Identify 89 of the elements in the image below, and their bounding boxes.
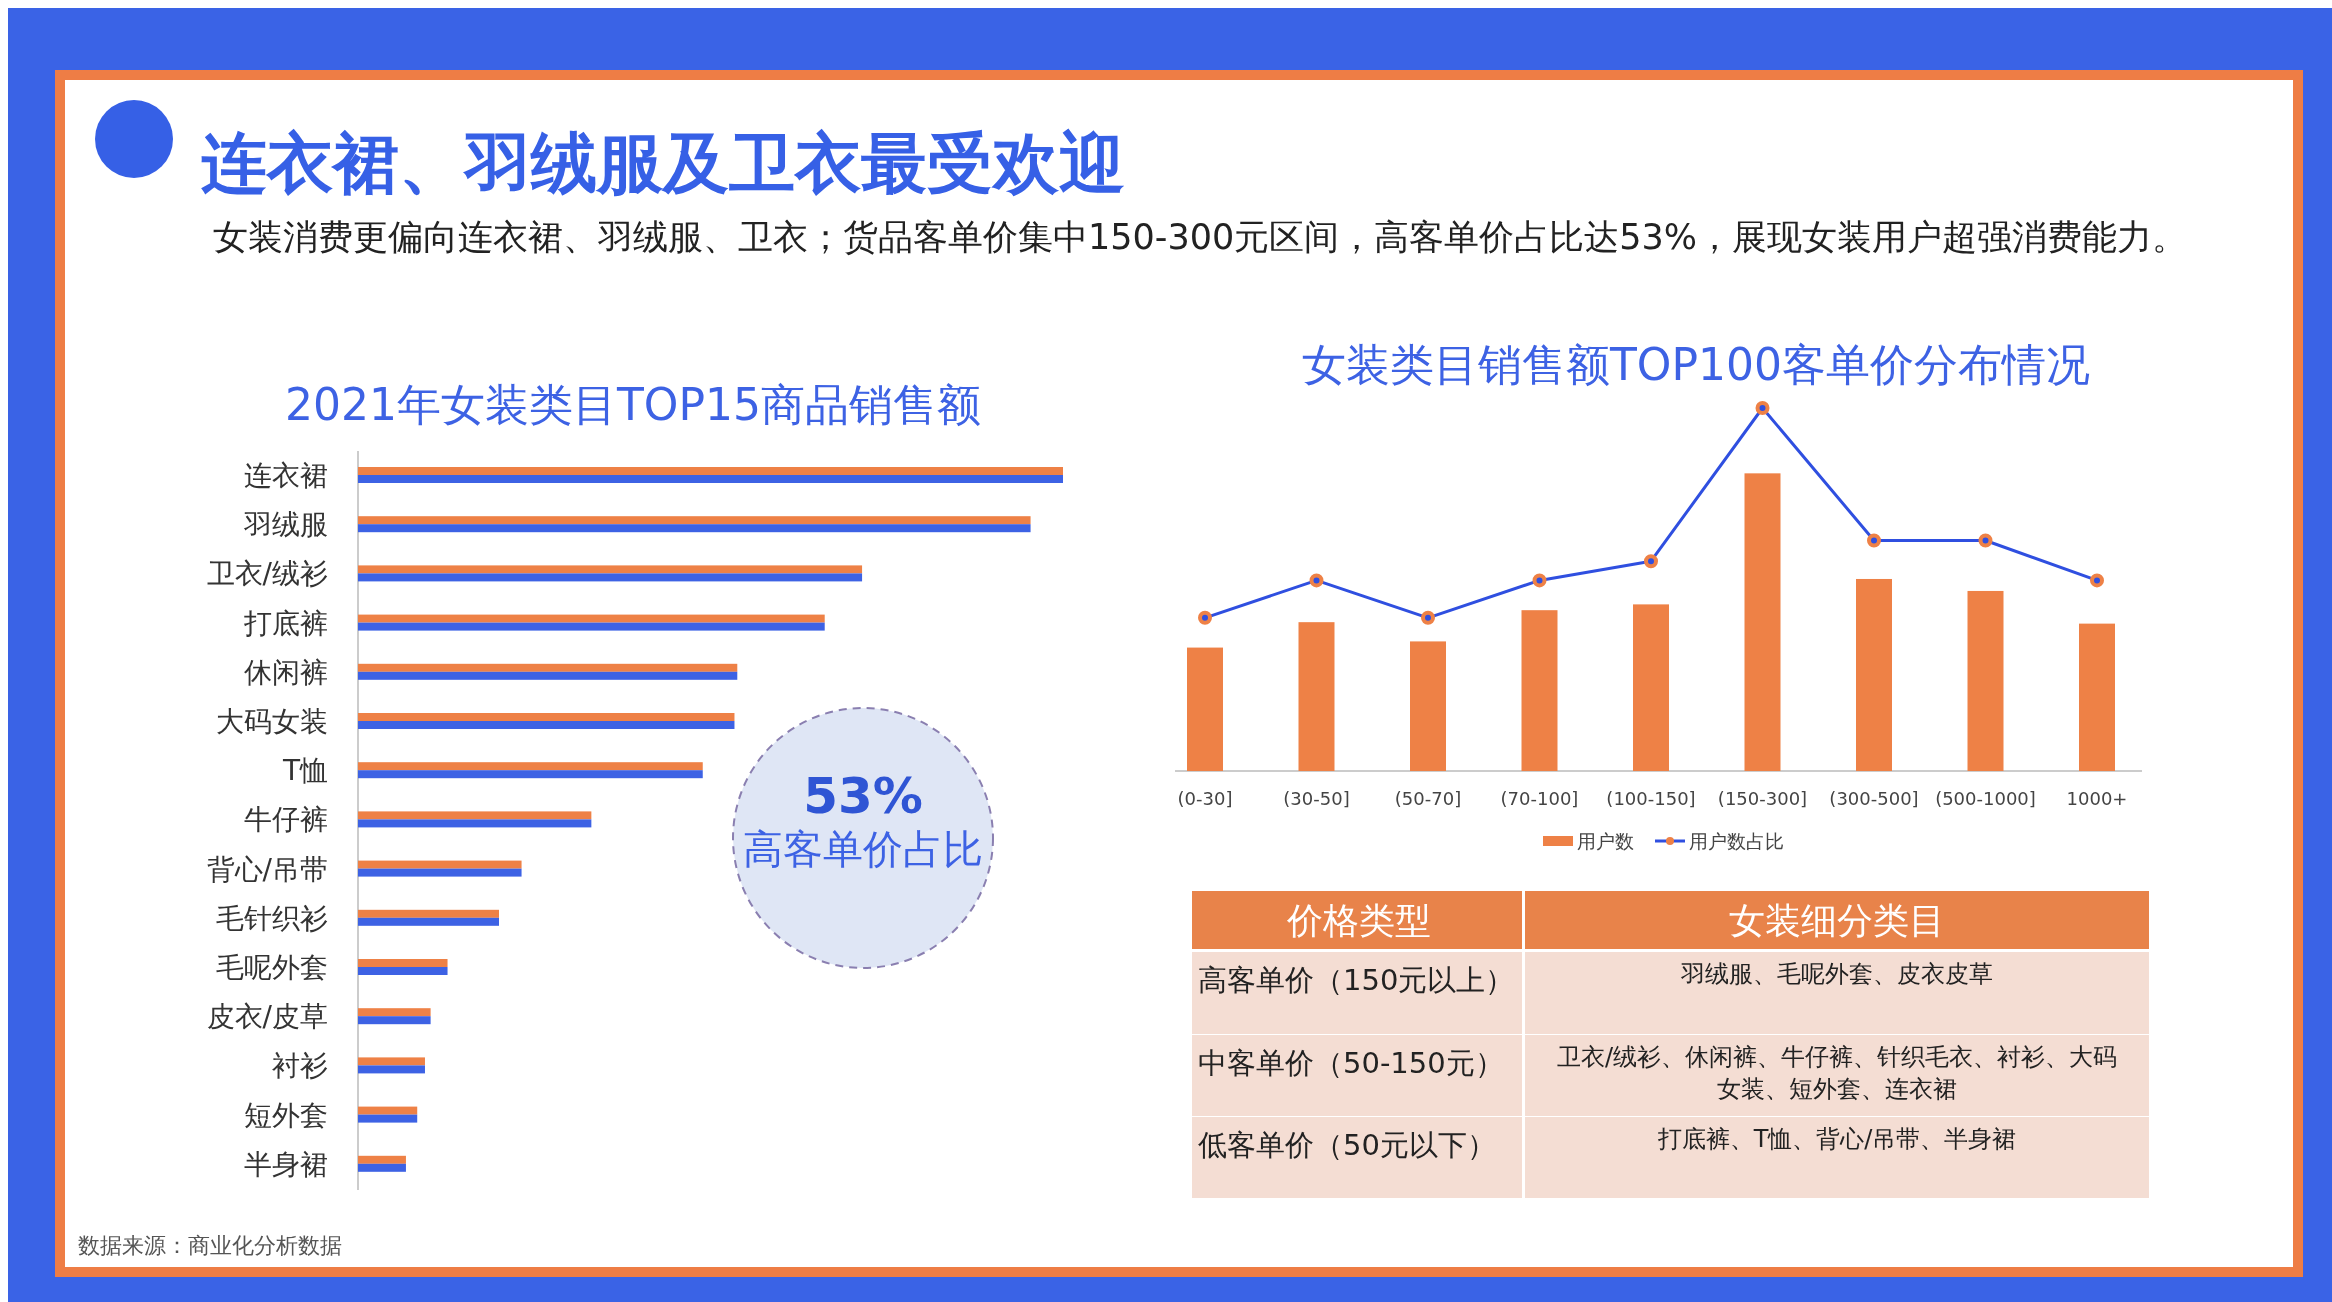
bar	[358, 475, 1063, 483]
text: 女装消费更偏向连衣裙、羽绒服、卫衣；货品客单价集中150-300元区间，高客单价占比达53%，展现女装用户超强消费能力。	[213, 216, 2189, 259]
y-tick-label: 毛针织衫	[216, 901, 328, 935]
y-tick-label: 大码女装	[216, 705, 328, 738]
y-tick-label: 皮衣/皮草	[206, 1000, 328, 1034]
bar	[358, 770, 703, 779]
point	[1644, 554, 1658, 569]
bar	[358, 614, 825, 623]
x-tick-label: 1000+	[2066, 788, 2128, 809]
text: 羽绒服、毛呢外套、皮衣皮草	[1680, 959, 1994, 990]
text: 中客单价（50-150元）	[1198, 1046, 1504, 1080]
bar	[358, 1163, 406, 1172]
y-tick-label: 连衣裙	[244, 459, 328, 492]
annotation: 高客单价占比	[743, 826, 983, 872]
x-tick-label: (0-30]	[1177, 788, 1233, 809]
bar	[2079, 623, 2115, 771]
bar	[358, 467, 1063, 475]
text: 打底裤、T恤、背心/吊带、半身裙	[1656, 1124, 2018, 1155]
bar	[358, 967, 448, 975]
bar	[358, 721, 735, 729]
y-tick-label: 牛仔裤	[244, 803, 328, 837]
annotation: 53%	[803, 767, 923, 825]
bar	[358, 1155, 406, 1164]
x-tick-label: (30-50]	[1283, 788, 1350, 809]
legend-label: 用户数占比	[1689, 830, 1784, 852]
point	[1421, 610, 1435, 625]
bar	[358, 1057, 425, 1066]
text: 卫衣/绒衫、休闲裤、牛仔裤、针织毛衣、衬衫、大码女装、短外套、连衣裙	[1555, 1042, 2119, 1105]
x-tick-label: (300-500]	[1829, 788, 1919, 809]
bar	[358, 868, 522, 877]
point	[1532, 573, 1547, 588]
point	[1867, 533, 1881, 548]
bar	[1410, 641, 1446, 771]
text: 连衣裙、羽绒服及卫衣最受欢迎	[201, 125, 1125, 202]
bar	[358, 909, 499, 918]
legend-label: 用户数	[1577, 830, 1634, 852]
bar	[358, 671, 738, 680]
text: 女装细分类目	[1729, 900, 1945, 941]
bar	[1856, 578, 1892, 771]
chart-title: 女装类目销售额TOP100客单价分布情况	[1301, 339, 2091, 390]
text: 价格类型	[1285, 900, 1431, 941]
y-tick-label: 羽绒服	[243, 508, 328, 542]
bar	[358, 1106, 418, 1115]
y-tick-label: 短外套	[244, 1098, 328, 1132]
bar	[1633, 604, 1669, 771]
bar	[358, 516, 1031, 525]
source-note: 数据来源：商业化分析数据	[78, 1233, 342, 1258]
y-tick-label: 毛呢外套	[216, 951, 328, 984]
bar	[358, 622, 825, 631]
y-tick-label: 衬衫	[272, 1049, 328, 1083]
bar	[358, 573, 863, 582]
bar	[358, 959, 448, 967]
bar	[358, 663, 738, 672]
point	[1978, 533, 1993, 548]
y-tick-label: 背心/吊带	[206, 852, 328, 886]
x-tick-label: (150-300]	[1717, 788, 1808, 809]
bar	[358, 1008, 431, 1017]
bar	[358, 819, 592, 828]
bar	[358, 713, 735, 721]
x-tick-label: (500-1000]	[1935, 788, 2036, 809]
bar	[1298, 622, 1335, 771]
x-tick-label: (50-70]	[1394, 788, 1462, 809]
bar	[358, 811, 592, 820]
bar	[358, 762, 703, 771]
bar	[358, 565, 863, 574]
bar	[358, 917, 499, 926]
y-tick-label: 打底裤	[243, 606, 328, 640]
x-tick-label: (70-100]	[1500, 788, 1579, 809]
bar	[1521, 610, 1558, 771]
chart-title: 2021年女装类目TOP15商品销售额	[284, 379, 982, 430]
bar	[358, 1114, 418, 1123]
bar	[1967, 590, 2004, 771]
text: 高客单价（150元以上）	[1198, 963, 1515, 997]
point	[2090, 573, 2104, 588]
bar	[358, 524, 1031, 533]
bar	[358, 860, 522, 869]
point	[1755, 401, 1770, 415]
y-tick-label: 休闲裤	[244, 655, 328, 689]
point	[1309, 573, 1324, 588]
y-tick-label: T恤	[281, 754, 328, 788]
point	[1198, 610, 1212, 625]
bar	[1744, 473, 1781, 771]
bar	[358, 1065, 425, 1074]
y-tick-label: 卫衣/绒衫	[206, 557, 328, 591]
text: 低客单价（50元以下）	[1198, 1128, 1496, 1162]
bar	[358, 1016, 431, 1025]
x-tick-label: (100-150]	[1606, 788, 1696, 809]
bar	[1187, 647, 1223, 771]
y-tick-label: 半身裙	[244, 1147, 328, 1181]
